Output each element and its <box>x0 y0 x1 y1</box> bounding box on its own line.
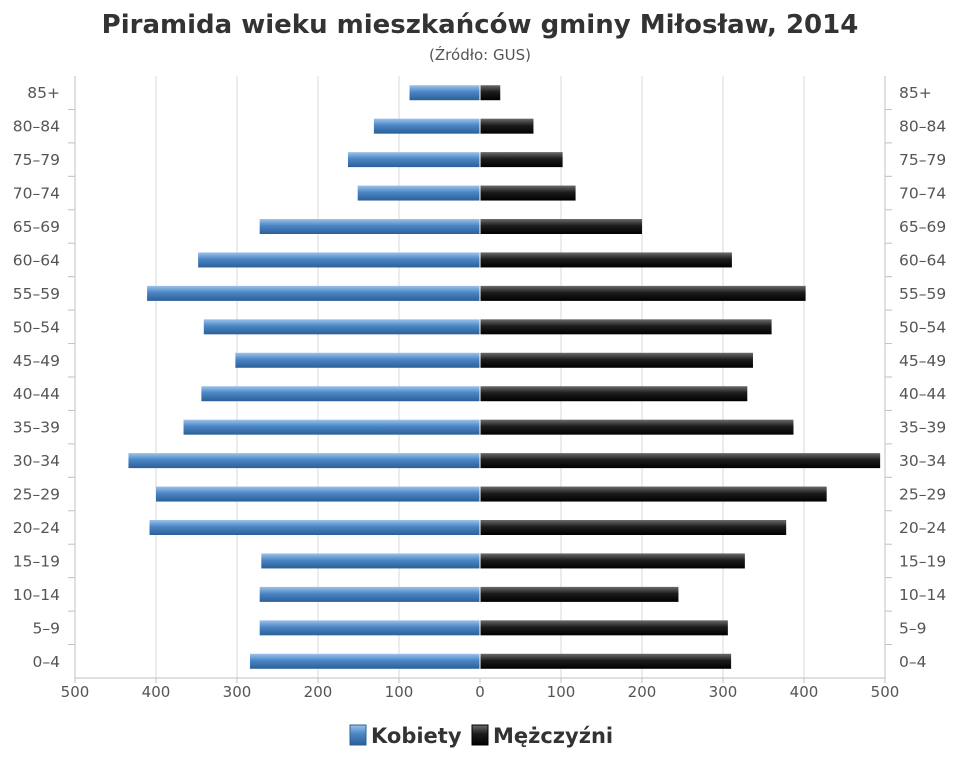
category-label-right: 60–64 <box>899 251 946 269</box>
category-label-right: 0–4 <box>899 653 926 671</box>
bar-kobiety-13 <box>149 520 480 535</box>
x-tick-label: 0 <box>475 683 485 701</box>
bar-mezczyzni-14 <box>480 553 745 569</box>
bar-kobiety-0 <box>409 85 480 101</box>
category-label-right: 30–34 <box>899 452 946 470</box>
x-tick-label: 200 <box>304 683 333 701</box>
bar-kobiety-5 <box>198 252 480 268</box>
bar-kobiety-12 <box>156 486 480 502</box>
bar-mezczyzni-8 <box>480 352 753 368</box>
bar-kobiety-4 <box>259 219 480 234</box>
category-label-right: 85+ <box>899 84 932 102</box>
category-label-left: 45–49 <box>13 352 60 370</box>
category-label-right: 35–39 <box>899 419 946 437</box>
category-label-right: 70–74 <box>899 185 946 203</box>
bar-mezczyzni-1 <box>480 118 534 134</box>
legend-item-mezczyzni[interactable]: Mężczyźni <box>471 724 613 748</box>
category-label-left: 55–59 <box>13 285 60 303</box>
bar-mezczyzni-0 <box>480 85 501 101</box>
bar-mezczyzni-17 <box>480 653 732 669</box>
category-label-left: 80–84 <box>13 118 60 136</box>
category-label-right: 40–44 <box>899 385 946 403</box>
legend-item-kobiety[interactable]: Kobiety <box>349 724 462 748</box>
category-label-left: 20–24 <box>13 519 60 537</box>
category-label-left: 50–54 <box>13 318 60 336</box>
category-label-left: 0–4 <box>33 653 60 671</box>
x-tick-label: 100 <box>547 683 576 701</box>
category-label-right: 20–24 <box>899 519 946 537</box>
category-label-left: 40–44 <box>13 385 60 403</box>
category-label-left: 60–64 <box>13 251 60 269</box>
category-labels-left: 85+ 80–84 75–79 70–74 65–69 60–64 55–59 50–54 45… <box>13 84 60 671</box>
category-label-left: 75–79 <box>13 151 60 169</box>
bar-kobiety-9 <box>201 386 481 402</box>
x-tick-labels: 500 400 300 200 100 0 100 200 300 400 500 <box>61 683 900 701</box>
axes <box>68 76 892 683</box>
bar-mezczyzni-6 <box>480 285 806 301</box>
bar-mezczyzni-11 <box>480 453 881 469</box>
legend: Kobiety Mężczyźni <box>349 724 613 748</box>
bar-mezczyzni-15 <box>480 586 679 602</box>
category-label-left: 65–69 <box>13 218 60 236</box>
bar-kobiety-16 <box>259 620 480 636</box>
legend-swatch-mezczyzni <box>471 724 489 746</box>
category-label-right: 10–14 <box>899 586 946 604</box>
x-tick-label: 500 <box>871 683 900 701</box>
category-label-right: 55–59 <box>899 285 946 303</box>
bars <box>128 76 881 678</box>
category-label-left: 30–34 <box>13 452 60 470</box>
category-label-left: 15–19 <box>13 552 60 570</box>
x-tick-label: 300 <box>223 683 252 701</box>
chart-subtitle: (Źródło: GUS) <box>429 45 531 64</box>
bar-mezczyzni-16 <box>480 620 728 636</box>
bar-mezczyzni-10 <box>480 419 794 435</box>
legend-label-mezczyzni: Mężczyźni <box>493 724 613 748</box>
legend-label-kobiety: Kobiety <box>371 724 462 748</box>
category-label-right: 25–29 <box>899 486 946 504</box>
bar-kobiety-17 <box>249 653 480 669</box>
legend-swatch-kobiety <box>349 724 367 746</box>
chart-title: Piramida wieku mieszkańców gminy Miłosła… <box>102 10 859 40</box>
bar-mezczyzni-13 <box>480 520 787 535</box>
bar-kobiety-11 <box>128 453 480 469</box>
category-label-right: 80–84 <box>899 118 946 136</box>
bar-kobiety-3 <box>357 185 480 201</box>
bar-mezczyzni-4 <box>480 219 642 234</box>
category-label-left: 10–14 <box>13 586 60 604</box>
category-label-right: 45–49 <box>899 352 946 370</box>
category-label-right: 65–69 <box>899 218 946 236</box>
category-label-left: 35–39 <box>13 419 60 437</box>
bar-mezczyzni-3 <box>480 185 576 201</box>
x-tick-label: 400 <box>790 683 819 701</box>
bar-mezczyzni-9 <box>480 386 748 402</box>
category-label-left: 70–74 <box>13 185 60 203</box>
bar-kobiety-8 <box>235 352 480 368</box>
category-label-right: 15–19 <box>899 552 946 570</box>
bar-mezczyzni-2 <box>480 152 563 168</box>
bar-mezczyzni-5 <box>480 252 732 268</box>
x-tick-label: 200 <box>628 683 657 701</box>
x-tick-label: 500 <box>61 683 90 701</box>
category-label-right: 75–79 <box>899 151 946 169</box>
bar-kobiety-2 <box>347 152 480 168</box>
category-labels-right: 85+ 80–84 75–79 70–74 65–69 60–64 55–59 50–54 45… <box>899 84 946 671</box>
x-tick-label: 100 <box>385 683 414 701</box>
bar-mezczyzni-7 <box>480 319 772 335</box>
bar-kobiety-10 <box>183 419 481 435</box>
x-tick-label: 300 <box>709 683 738 701</box>
bar-kobiety-7 <box>203 319 481 335</box>
bar-kobiety-1 <box>373 118 480 134</box>
category-label-left: 25–29 <box>13 486 60 504</box>
category-label-right: 50–54 <box>899 318 946 336</box>
x-tick-label: 400 <box>142 683 171 701</box>
category-label-left: 5–9 <box>33 619 60 637</box>
bar-kobiety-6 <box>147 285 480 301</box>
bar-mezczyzni-12 <box>480 486 827 502</box>
bar-kobiety-14 <box>261 553 480 569</box>
bar-kobiety-15 <box>259 586 480 602</box>
category-label-right: 5–9 <box>899 619 926 637</box>
category-label-left: 85+ <box>27 84 60 102</box>
